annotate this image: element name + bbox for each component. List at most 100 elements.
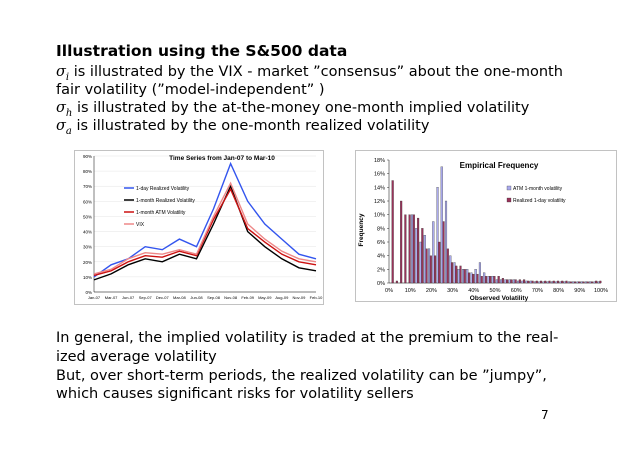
bar bbox=[525, 280, 528, 284]
bar bbox=[508, 279, 511, 284]
x-tick-label: 60% bbox=[511, 288, 522, 294]
bar bbox=[404, 214, 407, 284]
bar bbox=[487, 276, 490, 284]
histogram-chart: 0% 2% 4% 6% 8% 10% 12% 14% 16% 18% 0% 10% 20% 30% 40%… bbox=[355, 150, 617, 302]
x-tick-label: Mar-08 bbox=[173, 295, 186, 300]
bar bbox=[421, 228, 424, 284]
legend-label: 1-month Realized Volatility bbox=[136, 198, 195, 204]
bar bbox=[450, 262, 454, 284]
math-symbol: σi bbox=[56, 64, 70, 83]
bar bbox=[395, 280, 398, 284]
y-tick-label: 90% bbox=[83, 154, 92, 159]
x-tick-label: 100% bbox=[594, 288, 608, 294]
bar bbox=[550, 281, 554, 284]
bar bbox=[548, 280, 551, 284]
y-tick-label: 60% bbox=[83, 199, 92, 204]
bar bbox=[432, 221, 435, 284]
bar bbox=[489, 276, 492, 284]
bar bbox=[391, 180, 394, 284]
bar bbox=[476, 273, 479, 284]
bar bbox=[467, 272, 471, 284]
y-tick-label: 10% bbox=[374, 213, 385, 219]
bar bbox=[542, 281, 545, 284]
chart-title: Time Series from Jan-07 to Mar-10 bbox=[169, 155, 275, 162]
bar bbox=[512, 279, 515, 284]
bar bbox=[590, 281, 593, 284]
bar bbox=[466, 269, 469, 284]
bar bbox=[495, 279, 498, 284]
bar bbox=[565, 280, 568, 284]
bar bbox=[500, 279, 503, 284]
bar bbox=[491, 276, 494, 284]
y-axis-label: Frequency bbox=[358, 213, 365, 246]
bullet-continuation: fair volatility (”model-independent” ) bbox=[56, 82, 325, 98]
bar bbox=[425, 248, 428, 284]
series-line bbox=[93, 181, 317, 275]
y-tick-label: 20% bbox=[83, 260, 92, 265]
bar bbox=[501, 278, 504, 284]
bar bbox=[455, 265, 458, 284]
bar bbox=[419, 241, 422, 284]
bar bbox=[514, 279, 517, 284]
bar bbox=[463, 269, 466, 284]
bar bbox=[569, 281, 572, 284]
bar bbox=[599, 280, 602, 284]
bar bbox=[446, 248, 449, 284]
bar bbox=[593, 281, 596, 284]
bar bbox=[559, 281, 562, 284]
bar bbox=[534, 281, 537, 284]
y-tick-label: 6% bbox=[377, 240, 385, 246]
x-tick-label: Dec-07 bbox=[156, 295, 170, 300]
bar bbox=[438, 241, 441, 284]
bar bbox=[459, 265, 462, 284]
legend-swatch bbox=[506, 185, 512, 191]
paragraph-line: ized average volatility bbox=[56, 349, 217, 365]
y-tick-label: 12% bbox=[374, 199, 385, 205]
bar bbox=[493, 276, 496, 284]
bar bbox=[589, 281, 592, 284]
bar bbox=[561, 280, 564, 284]
bar bbox=[555, 281, 558, 284]
legend-label: 1-month ATM Volatility bbox=[136, 210, 186, 216]
bullet-sigma-h: σh is illustrated by the at-the-money on… bbox=[56, 100, 530, 119]
series-line bbox=[93, 161, 317, 278]
bar bbox=[449, 255, 452, 284]
bar bbox=[540, 280, 543, 284]
legend-label: ATM 1-month volatility bbox=[513, 186, 563, 192]
bar bbox=[484, 276, 487, 284]
y-tick-label: 0% bbox=[85, 290, 92, 295]
bar bbox=[567, 281, 571, 284]
legend-label: 1-day Realized Volatility bbox=[136, 186, 190, 192]
bar bbox=[428, 248, 431, 284]
time-series-chart: 0% 10% 20% 30% 40% 50% 60% 70% 80% 90% Jan-07 Mar-… bbox=[74, 150, 324, 305]
series-line bbox=[93, 184, 317, 281]
x-tick-label: Jun-08 bbox=[190, 295, 203, 300]
bar bbox=[461, 269, 465, 284]
series-line bbox=[93, 187, 317, 277]
x-tick-label: Jun-07 bbox=[122, 295, 135, 300]
bar bbox=[518, 279, 521, 284]
bullet-sigma-a: σa is illustrated by the one-month reali… bbox=[56, 118, 430, 137]
bar bbox=[442, 221, 445, 284]
y-tick-label: 18% bbox=[374, 158, 385, 164]
bar bbox=[527, 280, 530, 284]
histogram-figure: 0% 2% 4% 6% 8% 10% 12% 14% 16% 18% 0% 10% 20% 30% 40%… bbox=[355, 150, 617, 306]
bar bbox=[483, 272, 486, 284]
bar bbox=[578, 281, 581, 284]
y-tick-label: 80% bbox=[83, 169, 92, 174]
bar bbox=[474, 269, 477, 284]
bar bbox=[529, 280, 532, 284]
x-tick-label: Jan-07 bbox=[88, 295, 101, 300]
bar bbox=[472, 273, 475, 284]
bar bbox=[470, 272, 473, 284]
bar bbox=[440, 166, 443, 284]
bar bbox=[595, 280, 598, 284]
bar bbox=[506, 279, 509, 284]
bar bbox=[415, 228, 418, 284]
bar bbox=[517, 280, 520, 284]
bar bbox=[546, 281, 549, 284]
bar bbox=[400, 200, 403, 284]
x-tick-label: Sep-08 bbox=[207, 295, 221, 300]
bar bbox=[556, 280, 560, 284]
y-tick-label: 8% bbox=[377, 226, 385, 232]
